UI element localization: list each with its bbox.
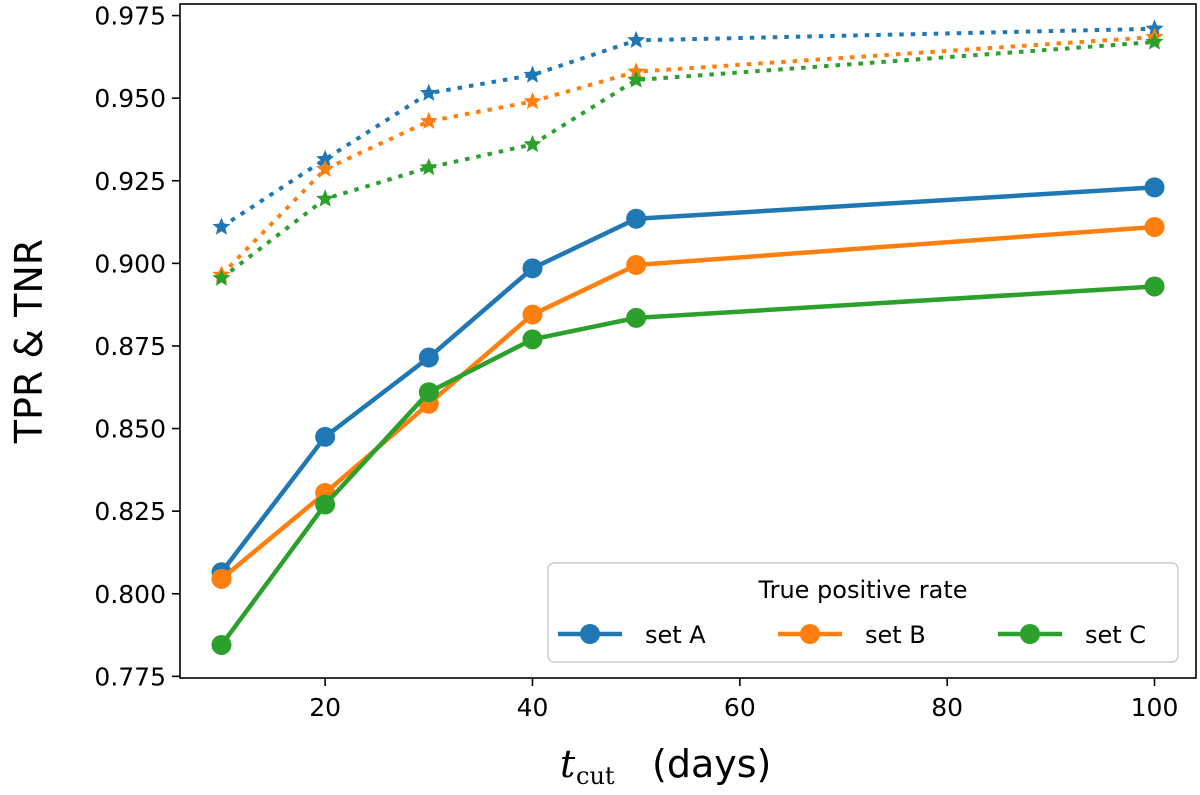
data-point-tpr-set-c bbox=[418, 382, 439, 403]
y-tick-label: 0.850 bbox=[94, 415, 166, 444]
legend-label-set-B: set B bbox=[865, 621, 926, 649]
y-tick-label: 0.775 bbox=[94, 662, 166, 691]
data-point-tnr-set-a bbox=[627, 30, 646, 49]
y-tick-label: 0.800 bbox=[94, 580, 166, 609]
data-point-tpr-set-c bbox=[1144, 276, 1165, 297]
series-line-tnr-set-c bbox=[220, 40, 1155, 280]
data-point-tnr-set-b bbox=[316, 159, 335, 177]
x-tick-label: 80 bbox=[931, 693, 963, 722]
series-line-tpr-set-b bbox=[220, 224, 1155, 581]
x-tick-label: 100 bbox=[1131, 693, 1179, 722]
data-point-tnr-set-c bbox=[1145, 32, 1164, 50]
data-point-tnr-set-c bbox=[316, 189, 335, 207]
legend-marker-set-A bbox=[580, 624, 600, 644]
x-tick-label: 20 bbox=[309, 693, 341, 722]
data-point-tpr-set-c bbox=[522, 329, 543, 350]
legend-label-set-C: set C bbox=[1085, 621, 1146, 649]
data-point-tpr-set-b bbox=[522, 304, 543, 325]
data-point-tpr-set-a bbox=[315, 426, 336, 447]
data-point-tnr-set-c bbox=[627, 70, 646, 88]
data-point-tpr-set-a bbox=[522, 258, 543, 279]
x-tick-label: 60 bbox=[724, 693, 756, 722]
data-point-tnr-set-a bbox=[419, 83, 438, 101]
y-axis-label: TPR & TNR bbox=[7, 239, 51, 444]
y-tick-label: 0.975 bbox=[94, 2, 166, 31]
x-axis-label-main: t bbox=[560, 742, 576, 786]
legend-label-set-A: set A bbox=[645, 621, 706, 649]
data-point-tpr-set-a bbox=[418, 347, 439, 368]
legend-entries: set A set B set C bbox=[558, 621, 1146, 649]
data-point-tpr-set-c bbox=[626, 307, 647, 328]
data-point-tpr-set-b bbox=[626, 255, 647, 276]
series-layer bbox=[211, 19, 1165, 655]
data-point-tnr-set-c bbox=[212, 268, 231, 286]
y-tick-label: 0.925 bbox=[94, 167, 166, 196]
legend-marker-set-C bbox=[1020, 624, 1040, 644]
series-line-tnr-set-a bbox=[220, 26, 1155, 229]
legend-box bbox=[547, 562, 1179, 663]
data-point-tnr-set-a bbox=[316, 149, 335, 167]
x-tick-label: 40 bbox=[517, 693, 549, 722]
data-point-tnr-set-c bbox=[419, 158, 438, 176]
x-axis-label-subscript: cut bbox=[576, 762, 615, 790]
y-tick-label: 0.950 bbox=[94, 84, 166, 113]
series-line-tpr-set-a bbox=[219, 185, 1155, 574]
y-tick-label: 0.825 bbox=[94, 497, 166, 526]
series-line-tpr-set-c bbox=[219, 284, 1155, 647]
data-point-tpr-set-b bbox=[1144, 217, 1165, 238]
legend-marker-set-B bbox=[800, 624, 820, 644]
data-point-tnr-set-a bbox=[523, 65, 542, 83]
axes-frame bbox=[179, 3, 1197, 679]
ticks-layer: 20 40 60 80 100 0.775 0.800 0.825 0.850 0.875 0.90… bbox=[94, 2, 1178, 722]
y-tick-label: 0.875 bbox=[94, 332, 166, 361]
data-point-tnr-set-b bbox=[419, 111, 438, 129]
data-point-tnr-set-b bbox=[523, 91, 542, 110]
data-point-tpr-set-c bbox=[315, 494, 336, 515]
legend-title: True positive rate bbox=[757, 576, 967, 604]
data-point-tnr-set-c bbox=[523, 134, 542, 153]
y-tick-label: 0.900 bbox=[94, 249, 166, 278]
x-axis-label-units: (days) bbox=[652, 742, 771, 786]
legend: True positive rate set A set B set C bbox=[547, 562, 1179, 663]
data-point-tpr-set-a bbox=[1144, 177, 1165, 198]
data-point-tpr-set-c bbox=[211, 634, 232, 655]
data-point-tnr-set-a bbox=[212, 217, 231, 235]
data-point-tpr-set-a bbox=[626, 208, 647, 229]
data-point-tpr-set-b bbox=[211, 568, 232, 589]
